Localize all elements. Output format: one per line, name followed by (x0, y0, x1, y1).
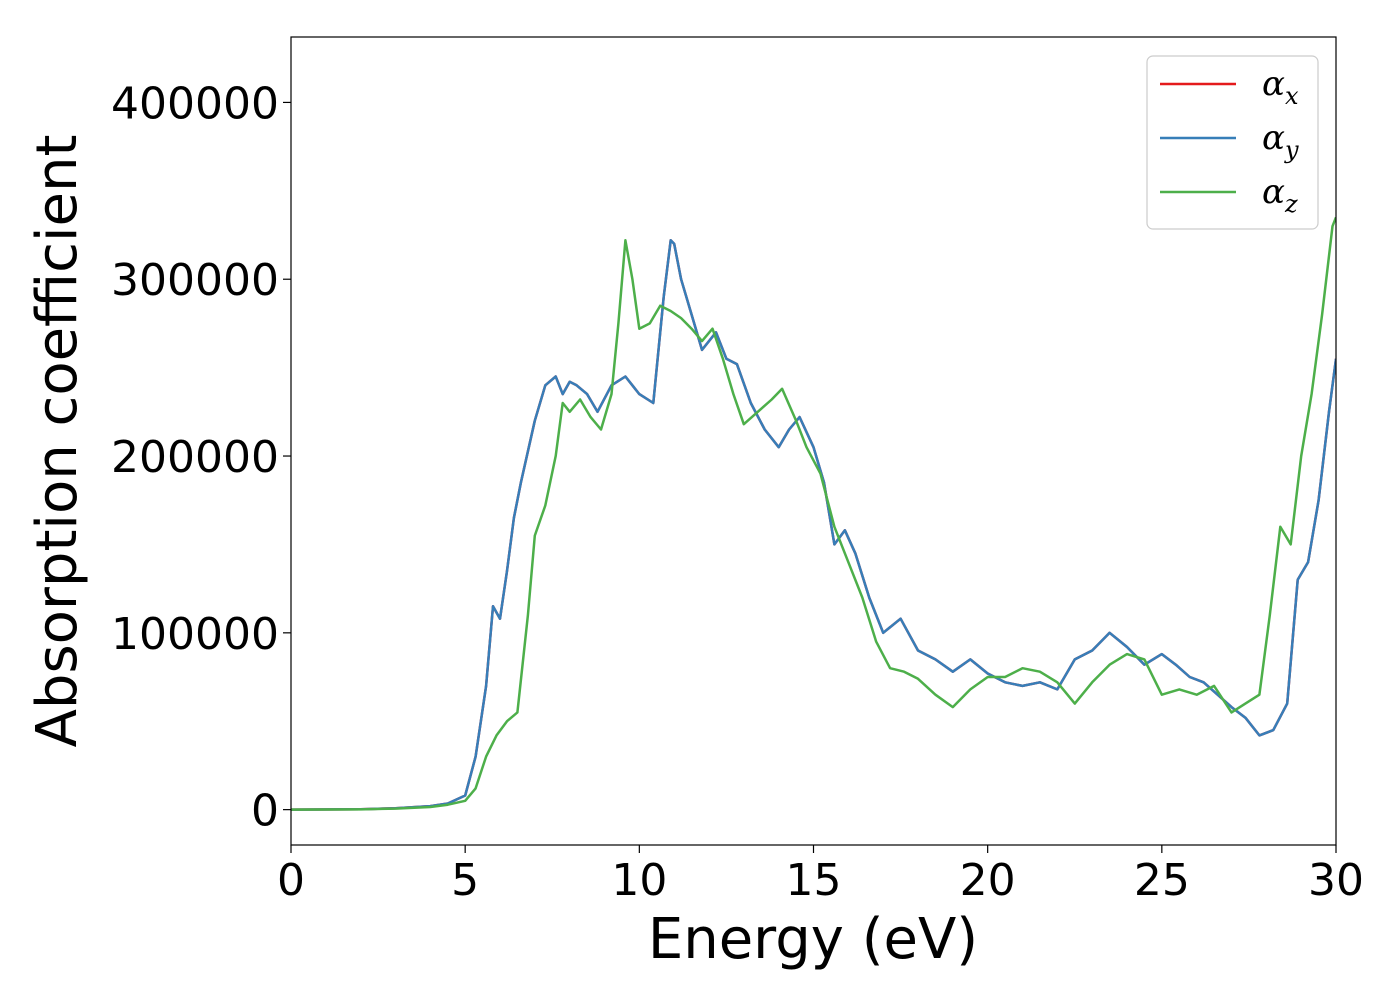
series-line-y (291, 239, 1336, 811)
y-tick-label: 300000 (111, 255, 279, 306)
x-tick-label: 5 (451, 855, 479, 906)
x-tick-label: 30 (1308, 855, 1364, 906)
y-tick-label: 400000 (111, 78, 279, 129)
y-tick-label: 200000 (111, 432, 279, 483)
x-tick-label: 20 (960, 855, 1016, 906)
series-line-z (291, 216, 1336, 811)
x-tick-label: 10 (611, 855, 667, 906)
series-layer (291, 216, 1336, 811)
x-tick-label: 25 (1134, 855, 1190, 906)
x-tick-label: 0 (277, 855, 305, 906)
series-line-x (291, 239, 1336, 811)
x-tick-label: 15 (786, 855, 842, 906)
x-axis-ticks: 0 5 10 15 20 25 30 (277, 845, 1364, 906)
y-axis-title: Absorption coefficient (25, 135, 90, 748)
x-axis-title: Energy (eV) (648, 907, 978, 972)
y-axis-ticks: 0 100000 200000 300000 400000 (111, 78, 291, 837)
y-tick-label: 0 (251, 786, 279, 837)
legend-box (1146, 55, 1319, 230)
y-tick-label: 100000 (111, 609, 279, 660)
